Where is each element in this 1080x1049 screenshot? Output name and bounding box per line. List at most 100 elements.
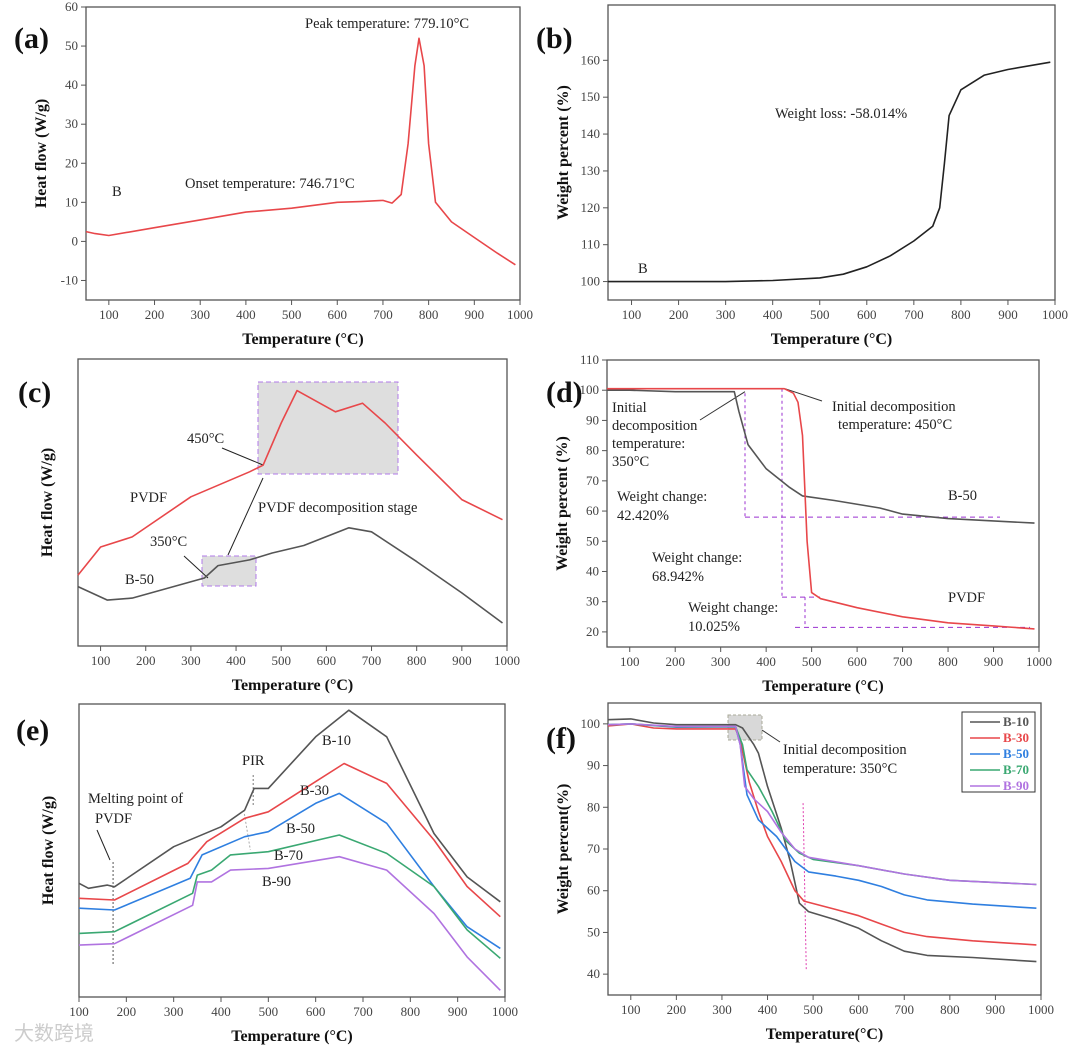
legend-entry: B-30 xyxy=(1003,730,1029,745)
x-tick-label: 800 xyxy=(419,307,439,322)
y-tick-label: 30 xyxy=(65,116,78,131)
legend-entry: B-50 xyxy=(1003,746,1029,761)
y-axis-label: Weight percent(%) xyxy=(555,784,572,915)
annotation-text: Initial xyxy=(612,400,647,416)
y-tick-label: 40 xyxy=(65,77,78,92)
annotation-text: Weight change: xyxy=(617,489,707,505)
x-tick-label: 1000 xyxy=(1028,1002,1054,1017)
highlight-box-450 xyxy=(257,381,399,475)
x-tick-label: 100 xyxy=(99,307,119,322)
x-tick-label: 900 xyxy=(998,307,1018,322)
x-tick-label: 800 xyxy=(938,654,958,669)
highlight-box-350 xyxy=(727,714,763,741)
annotation-text: temperature: xyxy=(612,436,685,452)
annotation-text: 350°C xyxy=(612,454,649,470)
x-tick-label: 900 xyxy=(465,307,485,322)
annotation-marks xyxy=(96,775,254,965)
x-tick-label: 200 xyxy=(665,654,685,669)
annotation-text: PVDF xyxy=(130,490,167,506)
y-axis-label: Heat flow (W/g) xyxy=(40,796,57,905)
annotation-marks xyxy=(183,381,399,587)
series-line-b-50 xyxy=(77,526,503,624)
y-tick-label: 50 xyxy=(65,38,78,53)
y-tick-label: 100 xyxy=(581,274,601,289)
x-tick-label: 400 xyxy=(211,1004,231,1019)
x-tick-label: 1000 xyxy=(507,307,533,322)
annotation-text: B-50 xyxy=(125,572,154,588)
annotation-text: temperature: 450°C xyxy=(838,417,952,433)
x-tick-label: 800 xyxy=(951,307,971,322)
chart-panel-f: 100 200 300 400 500 600 700 800 900 1000 40 50 60 70 8… xyxy=(546,702,1054,1043)
x-tick-label: 100 xyxy=(622,307,642,322)
x-axis-label: Temperature (°C) xyxy=(231,1028,352,1045)
annotation-text: temperature: 350°C xyxy=(783,761,897,777)
panel-label: (a) xyxy=(14,22,49,55)
x-tick-label: 700 xyxy=(895,1002,915,1017)
y-tick-label: 10 xyxy=(65,194,78,209)
annotation-text: B-10 xyxy=(322,733,351,749)
y-tick-label: 70 xyxy=(586,473,599,488)
y-tick-label: 110 xyxy=(580,352,599,367)
x-tick-label: 800 xyxy=(401,1004,421,1019)
series-line-pvdf xyxy=(607,387,1035,630)
annotation-text: PVDF xyxy=(948,590,985,606)
panel-label: (c) xyxy=(18,376,51,409)
y-tick-label: 40 xyxy=(586,563,599,578)
x-tick-label: 500 xyxy=(282,307,302,322)
chart-panel-b: 100 200 300 400 500 600 700 800 900 1000 100 110 120… xyxy=(536,4,1068,348)
annotation-text: Peak temperature: 779.10°C xyxy=(305,16,469,32)
x-tick-label: 1000 xyxy=(492,1004,518,1019)
x-tick-label: 200 xyxy=(145,307,165,322)
series-line-b xyxy=(85,37,516,266)
y-axis-label: Weight percent (%) xyxy=(554,436,571,571)
y-tick-label: -10 xyxy=(61,272,78,287)
chart-panel-a: 100 200 300 400 500 600 700 800 900 1000 -10 0 10 20 3… xyxy=(14,0,533,348)
annotation-marks xyxy=(727,714,807,970)
annotation-text: 10.025% xyxy=(688,619,740,635)
x-tick-label: 800 xyxy=(407,653,427,668)
x-tick-label: 500 xyxy=(271,653,291,668)
series-line-b-90 xyxy=(607,723,1037,886)
x-tick-label: 500 xyxy=(802,654,822,669)
legend-entry: B-70 xyxy=(1003,762,1029,777)
series-line-pvdf xyxy=(77,389,503,576)
y-tick-label: 60 xyxy=(587,883,600,898)
x-tick-label: 600 xyxy=(847,654,867,669)
arrow-350 xyxy=(761,729,781,743)
y-tick-label: 90 xyxy=(587,758,600,773)
x-tick-label: 500 xyxy=(803,1002,823,1017)
annotation-text: B xyxy=(638,261,648,277)
annotation-text: Onset temperature: 746.71°C xyxy=(185,176,355,192)
plot-frame xyxy=(607,4,1056,301)
x-tick-label: 400 xyxy=(236,307,256,322)
y-tick-label: 30 xyxy=(586,594,599,609)
x-tick-label: 700 xyxy=(893,654,913,669)
x-tick-label: 400 xyxy=(763,307,783,322)
pir-trend-line xyxy=(243,809,251,851)
decomposition-end-line xyxy=(802,803,807,970)
annotation-text: B-50 xyxy=(286,821,315,837)
panel-label: (b) xyxy=(536,22,573,55)
y-tick-label: 60 xyxy=(586,503,599,518)
x-tick-label: 600 xyxy=(306,1004,326,1019)
x-tick-label: 300 xyxy=(164,1004,184,1019)
y-tick-label: 150 xyxy=(581,89,601,104)
x-tick-label: 200 xyxy=(117,1004,137,1019)
x-tick-label: 1000 xyxy=(1026,654,1052,669)
x-tick-label: 700 xyxy=(353,1004,373,1019)
x-tick-label: 600 xyxy=(328,307,348,322)
arrow-decomposition-stage xyxy=(227,477,264,556)
plot-frame xyxy=(606,359,1040,648)
y-axis-label: Weight percent (%) xyxy=(555,85,572,220)
x-tick-label: 200 xyxy=(136,653,156,668)
series-line-b-70 xyxy=(78,834,501,959)
legend-box xyxy=(961,711,1036,793)
x-axis-label: Temperature (°C) xyxy=(242,331,363,348)
x-tick-label: 100 xyxy=(91,653,111,668)
annotation-text: B-50 xyxy=(948,488,977,504)
y-tick-label: 140 xyxy=(581,126,601,141)
x-axis-label: Temperature (°C) xyxy=(232,677,353,694)
series-line-b-30 xyxy=(607,723,1037,946)
x-tick-label: 300 xyxy=(181,653,201,668)
